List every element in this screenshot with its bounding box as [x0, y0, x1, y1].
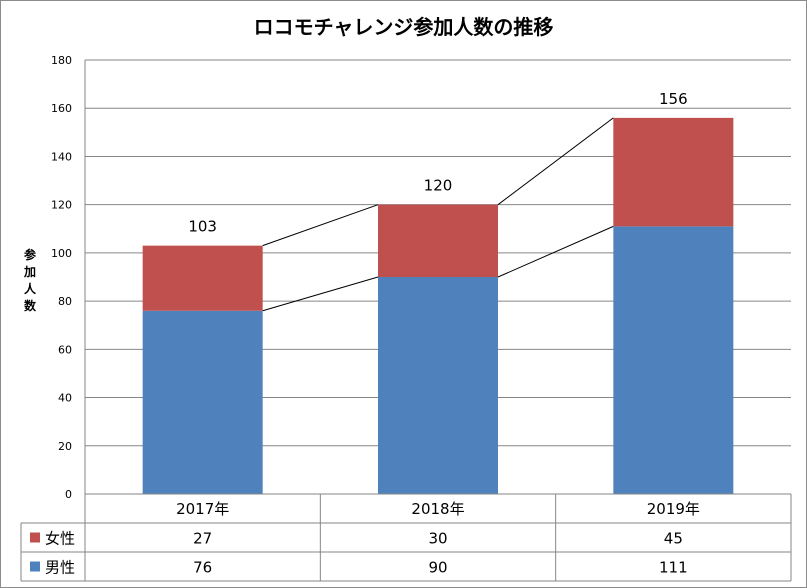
bar-male [613, 226, 734, 494]
bar-male [378, 277, 498, 494]
y-tick-label: 20 [58, 440, 72, 453]
table-value: 90 [428, 559, 447, 577]
table-value: 30 [428, 530, 447, 548]
y-tick-label: 100 [51, 247, 72, 260]
total-label: 120 [424, 177, 453, 195]
bar-female [378, 204, 498, 277]
table-value: 45 [664, 530, 683, 548]
series-line [262, 204, 379, 247]
series-line [497, 225, 614, 278]
chart-title: ロコモチャレンジ参加人数の推移 [253, 15, 554, 39]
y-tick-label: 120 [51, 199, 72, 212]
total-label: 156 [659, 90, 688, 108]
y-tick-label: 140 [51, 150, 72, 163]
category-label: 2017年 [176, 500, 229, 518]
bar-female [142, 245, 263, 311]
y-axis-label-char: 加 [23, 264, 36, 279]
table-value: 27 [193, 530, 212, 548]
y-tick-label: 60 [58, 343, 72, 356]
legend-swatch [30, 532, 40, 543]
series-line [262, 276, 379, 312]
category-label: 2019年 [647, 500, 700, 518]
y-tick-label: 40 [58, 392, 72, 405]
table-value: 111 [659, 559, 688, 577]
y-tick-label: 0 [65, 488, 72, 501]
y-tick-label: 80 [58, 295, 72, 308]
legend-swatch [30, 561, 40, 572]
y-axis-label-char: 数 [24, 298, 37, 313]
series-line [497, 117, 614, 206]
legend-label: 男性 [45, 559, 75, 577]
bar-female [613, 117, 734, 227]
y-axis-label-char: 参 [24, 247, 37, 262]
y-axis-label-char: 人 [24, 281, 37, 296]
total-label: 103 [188, 218, 217, 236]
y-tick-label: 160 [51, 102, 72, 115]
category-label: 2018年 [411, 500, 464, 518]
table-value: 76 [193, 559, 212, 577]
legend-label: 女性 [45, 530, 75, 548]
bar-male [142, 310, 263, 494]
y-tick-label: 180 [51, 54, 72, 67]
